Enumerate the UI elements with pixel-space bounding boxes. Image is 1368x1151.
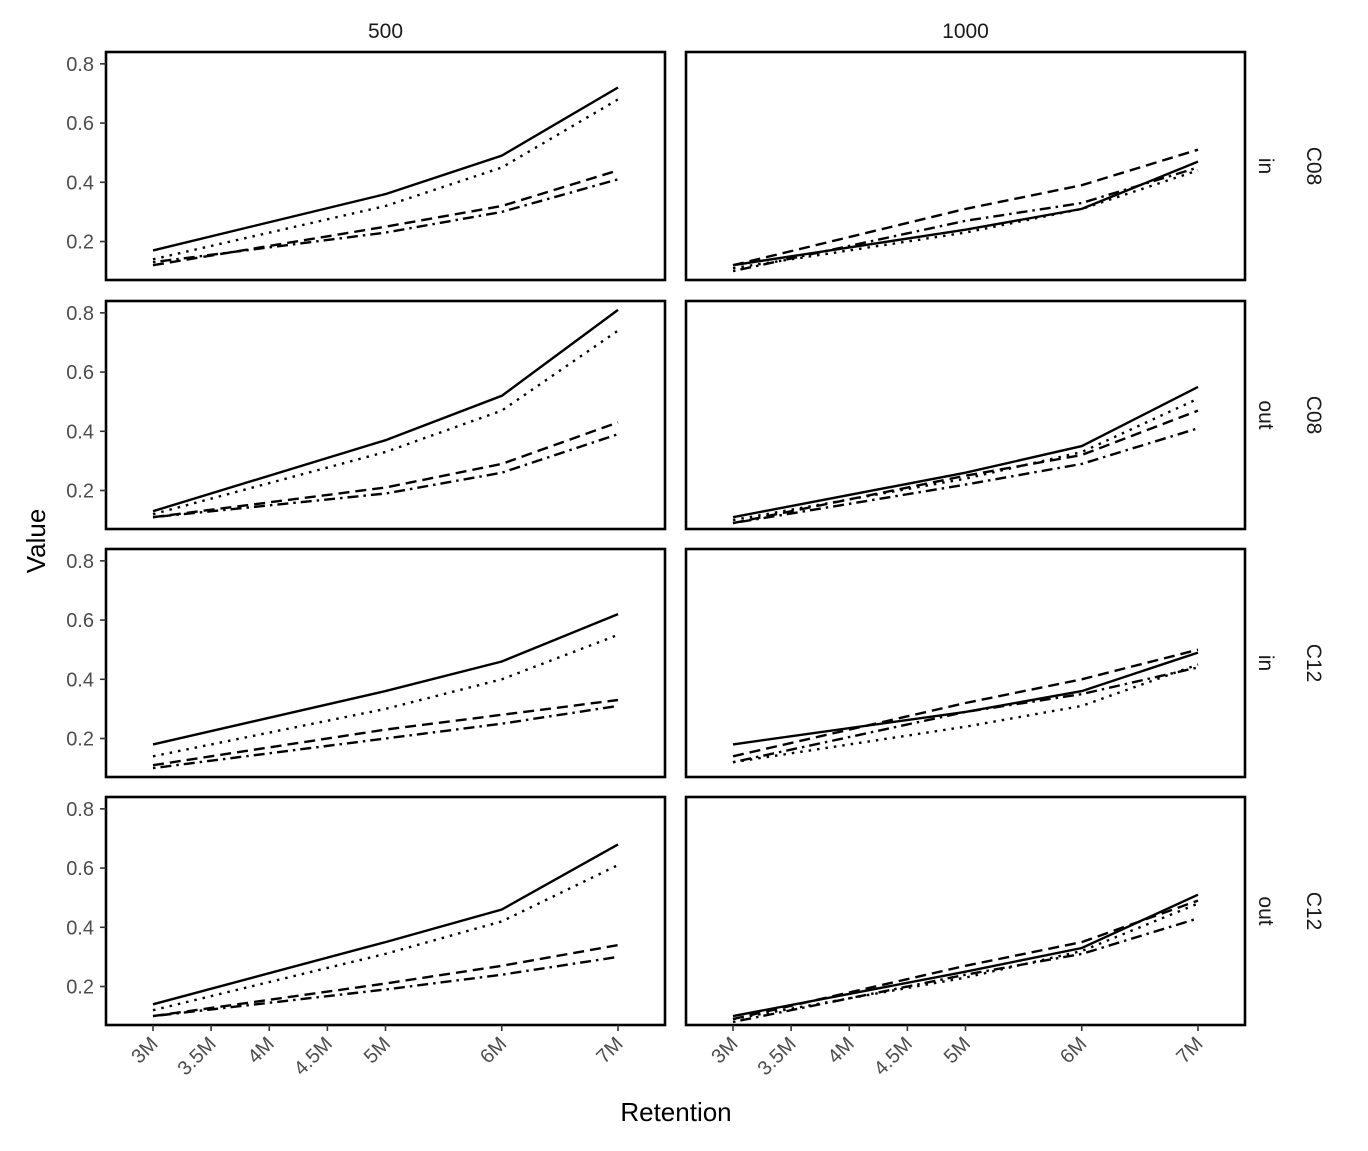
y-tick-label: 0.8 xyxy=(66,799,94,821)
y-tick-label: 0.6 xyxy=(66,113,94,135)
series-line-dotdash xyxy=(152,704,619,770)
x-tick-label: 3M xyxy=(707,1033,742,1068)
row-strip-label-outer: C08 xyxy=(1302,396,1325,435)
y-tick-label: 0.2 xyxy=(66,977,94,999)
x-tick-label: 5M xyxy=(360,1033,395,1068)
x-tick-label: 7M xyxy=(592,1033,627,1068)
y-tick-label: 0.8 xyxy=(66,303,94,325)
row-strip-label-outer: C12 xyxy=(1302,892,1325,931)
series-line-dashed xyxy=(152,169,619,267)
column-strip-label: 500 xyxy=(368,20,403,43)
series-line-dotdash xyxy=(732,917,1199,1024)
x-tick-label: 3.5M xyxy=(754,1033,801,1080)
y-tick-label: 0.6 xyxy=(66,858,94,880)
row-strip-label-outer: C08 xyxy=(1302,147,1325,186)
series-line-solid xyxy=(732,651,1199,746)
row-strip-label-inner: out xyxy=(1254,896,1277,925)
x-tick-label: 4.5M xyxy=(290,1033,337,1080)
panel-frame-r1-c0 xyxy=(104,299,667,531)
x-tick-label: 7M xyxy=(1172,1033,1207,1068)
series-line-dashed xyxy=(732,899,1199,1021)
series-line-solid xyxy=(732,385,1199,519)
series-line-dotted xyxy=(152,864,619,1012)
series-line-dashed xyxy=(732,648,1199,758)
x-axis-title: Retention xyxy=(620,1097,731,1127)
series-line-dotted xyxy=(732,902,1199,1021)
series-line-dotdash xyxy=(152,433,619,519)
series-line-dotted xyxy=(152,329,619,516)
series-line-solid xyxy=(152,612,619,746)
y-tick-label: 0.4 xyxy=(66,172,94,194)
series-line-dotted xyxy=(152,98,619,261)
series-line-dashed xyxy=(152,421,619,519)
y-tick-label: 0.2 xyxy=(66,729,94,751)
panel-frame-r0-c1 xyxy=(684,50,1247,282)
column-strip-label: 1000 xyxy=(942,20,989,43)
row-strip-label-outer: C12 xyxy=(1302,644,1325,683)
series-line-solid xyxy=(732,160,1199,267)
y-tick-label: 0.2 xyxy=(66,481,94,503)
y-tick-label: 0.2 xyxy=(66,232,94,254)
x-tick-label: 4M xyxy=(824,1033,859,1068)
x-tick-label: 5M xyxy=(940,1033,975,1068)
row-strip-label-inner: out xyxy=(1254,400,1277,429)
row-strip-label-inner: in xyxy=(1254,158,1277,174)
series-line-solid xyxy=(732,893,1199,1018)
x-tick-label: 6M xyxy=(1056,1033,1091,1068)
panel-frame-r0-c0 xyxy=(104,50,667,282)
series-line-dashed xyxy=(732,409,1199,525)
y-tick-label: 0.6 xyxy=(66,362,94,384)
y-tick-label: 0.4 xyxy=(66,917,94,939)
series-line-dotted xyxy=(732,397,1199,522)
row-strip-label-inner: in xyxy=(1254,655,1277,671)
series-line-dashed xyxy=(152,698,619,767)
y-tick-label: 0.4 xyxy=(66,669,94,691)
y-tick-label: 0.8 xyxy=(66,54,94,76)
x-tick-label: 4.5M xyxy=(870,1033,917,1080)
x-tick-label: 6M xyxy=(476,1033,511,1068)
x-tick-label: 3.5M xyxy=(174,1033,221,1080)
panel-frame-r2-c1 xyxy=(684,547,1247,779)
y-axis-title: Value xyxy=(21,509,51,574)
y-tick-label: 0.8 xyxy=(66,551,94,573)
series-line-dashed xyxy=(732,148,1199,267)
y-tick-label: 0.6 xyxy=(66,610,94,632)
series-line-dashed xyxy=(152,943,619,1018)
series-line-solid xyxy=(152,86,619,252)
panel-frame-r2-c0 xyxy=(104,547,667,779)
series-line-dotdash xyxy=(152,955,619,1018)
series-line-dotdash xyxy=(152,178,619,264)
series-line-dotdash xyxy=(732,166,1199,273)
panel-frame-r3-c0 xyxy=(104,795,667,1027)
x-tick-label: 4M xyxy=(244,1033,279,1068)
series-line-dotted xyxy=(152,633,619,758)
series-line-dotdash xyxy=(732,427,1199,525)
series-line-dotdash xyxy=(732,666,1199,764)
series-line-solid xyxy=(152,843,619,1006)
y-tick-label: 0.4 xyxy=(66,421,94,443)
x-tick-label: 3M xyxy=(127,1033,162,1068)
panel-frame-r1-c1 xyxy=(684,299,1247,531)
series-line-solid xyxy=(152,308,619,513)
